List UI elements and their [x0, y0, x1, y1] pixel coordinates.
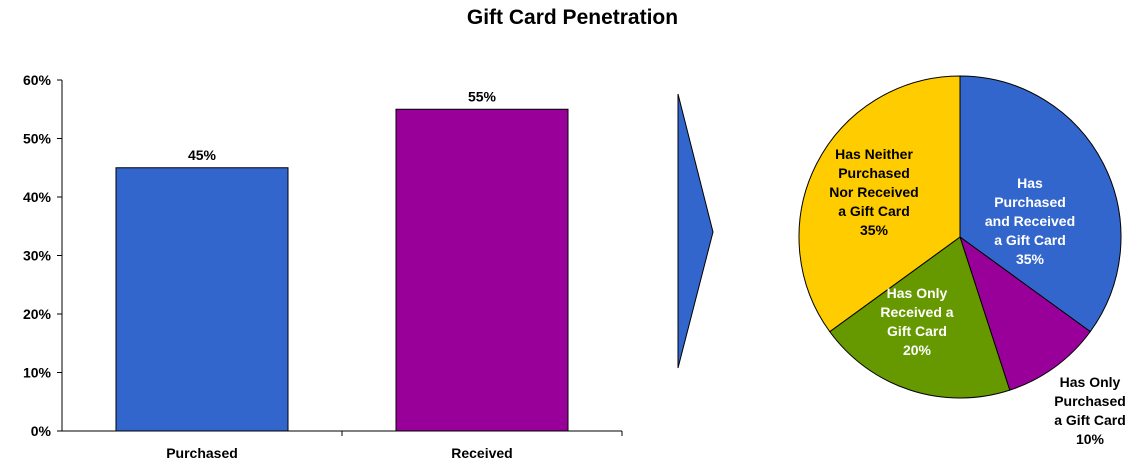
y-tick-label: 50%	[23, 131, 52, 147]
bar-chart-bars: 45% Purchased 55% Received	[115, 88, 569, 461]
pie-slice-label-line: Has	[1017, 175, 1043, 191]
pie-slice-label-line: Has Neither	[835, 146, 913, 162]
pie-slice-label-line: Gift Card	[887, 323, 947, 339]
pie-slice-label-line: 35%	[1016, 251, 1045, 267]
pie-slice-label: Has Only Received a Gift Card 20%	[880, 285, 953, 358]
pie-slice-label-line: Received a	[880, 304, 953, 320]
bar-data-label: 55%	[468, 88, 497, 104]
y-tick-label: 60%	[23, 72, 52, 88]
pie-slice-1	[959, 235, 1091, 391]
chart-title: Gift Card Penetration	[466, 6, 679, 29]
x-tick-label: Purchased	[166, 445, 238, 461]
pie-slice-label: Has Neither Purchased Nor Received a Gift C…	[829, 146, 918, 238]
pie-slice-3	[798, 75, 961, 333]
pie-slice-label-line: a Gift Card	[994, 232, 1066, 248]
pie-slice-0	[959, 75, 1122, 333]
pie-slice-label-line: a Gift Card	[1054, 412, 1126, 428]
pie-slice-label-line: Has Only	[887, 285, 948, 301]
y-tick-label: 0%	[31, 423, 52, 439]
pie-chart-labels: Has Purchased and Received a Gift Card 35%Ha…	[829, 146, 1126, 447]
pie-slice-label-line: Purchased	[1054, 393, 1126, 409]
pie-slice-label: Has Purchased and Received a Gift Card 35%	[985, 175, 1075, 267]
pie-slice-label-line: Has Only	[1060, 374, 1121, 390]
pie-slice-label-line: and Received	[985, 213, 1075, 229]
pie-slice-label-line: a Gift Card	[838, 203, 910, 219]
pie-slice-label-line: Nor Received	[829, 184, 918, 200]
pie-chart-slices	[798, 75, 1122, 399]
x-tick-label: Received	[451, 445, 512, 461]
pie-slice-label-line: 10%	[1076, 431, 1105, 447]
pie-slice-label: Has Only Purchased a Gift Card 10%	[1054, 374, 1126, 447]
pie-slice-label-line: Purchased	[838, 165, 910, 181]
bar-data-label: 45%	[188, 147, 217, 163]
y-tick-label: 10%	[23, 365, 52, 381]
pie-slice-label-line: 35%	[860, 222, 889, 238]
bar-chart-axes: 0% 10% 20% 30% 40% 50% 60%	[23, 72, 623, 439]
arrow-icon	[677, 93, 714, 369]
bar-purchased	[115, 167, 289, 432]
pie-slice-label-line: 20%	[903, 342, 932, 358]
y-tick-label: 40%	[23, 189, 52, 205]
y-tick-label: 30%	[23, 248, 52, 264]
arrow-layer	[677, 93, 714, 369]
y-tick-label: 20%	[23, 306, 52, 322]
pie-slice-label-line: Purchased	[994, 194, 1066, 210]
pie-slice-2	[829, 236, 1011, 399]
bar-received	[395, 108, 569, 432]
